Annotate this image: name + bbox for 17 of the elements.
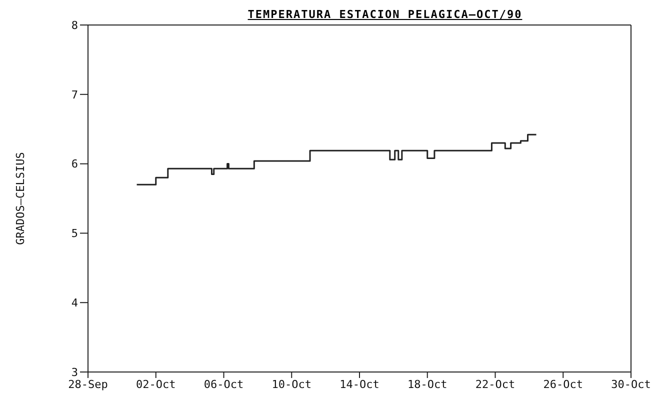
x-tick-label: 10-Oct (272, 378, 312, 391)
x-tick-label: 28-Sep (68, 378, 108, 391)
y-tick-label: 8 (71, 18, 78, 32)
y-tick-label: 6 (71, 158, 78, 171)
x-tick-label: 06-Oct (204, 378, 244, 391)
y-tick-label: 7 (71, 88, 78, 102)
x-tick-label: 22-Oct (475, 378, 516, 391)
y-axis-title: GRADOS—CELSIUS (14, 152, 27, 245)
x-tick-label: 02-Oct (136, 378, 176, 391)
y-tick-label: 5 (71, 227, 78, 240)
x-tick-label: 26-Oct (543, 378, 583, 391)
x-tick-label: 18-Oct (408, 378, 448, 391)
chart-title: TEMPERATURA ESTACION PELAGICA—OCT/90 (246, 8, 524, 21)
y-tick-label: 4 (71, 296, 78, 310)
y-tick-label: 3 (71, 366, 78, 379)
x-tick-label: 14-Oct (340, 378, 380, 391)
x-tick-label: 30-Oct (611, 378, 651, 391)
